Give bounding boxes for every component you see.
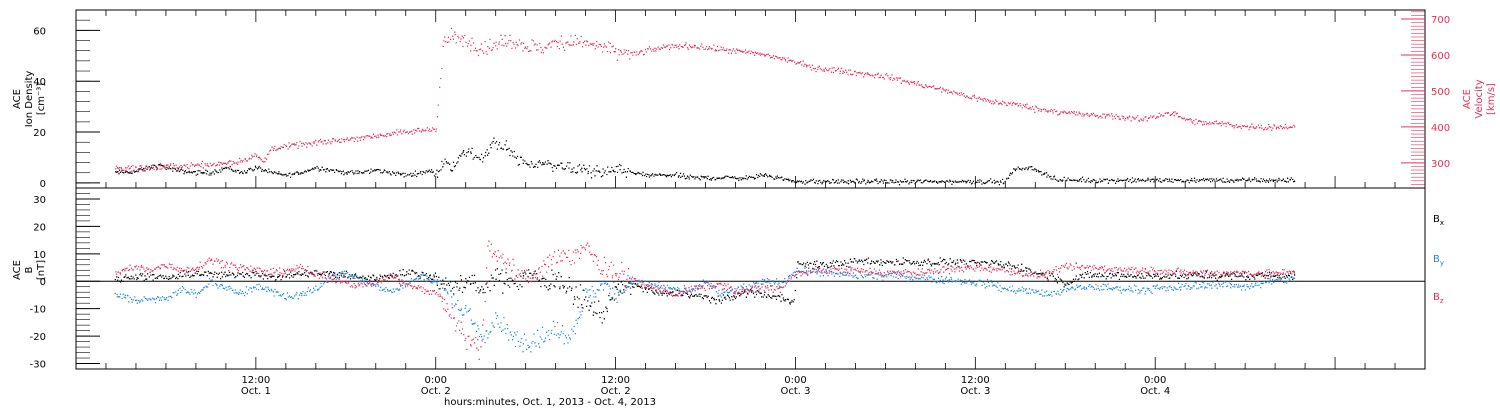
density-axis-title-line: [cm⁻³] [36, 83, 47, 115]
legend-sub: z [1440, 297, 1444, 305]
velocity-axis-title-line: ACE [1462, 89, 1473, 109]
b-tick-label: -30 [30, 360, 46, 371]
b-tick-label: -10 [30, 305, 46, 316]
right-tick-label: 600 [1431, 51, 1450, 62]
density-axis-title-line: Ion Density [24, 71, 35, 128]
b-axis-title-line: [nT] [36, 260, 47, 280]
left-tick-label: 0 [40, 179, 46, 190]
right-tick-label: 500 [1431, 87, 1450, 98]
x-tick-time: 0:00 [1144, 375, 1166, 386]
legend-y: By [1433, 254, 1444, 267]
top-panel-frame [75, 9, 1426, 189]
right-tick-label: 400 [1431, 123, 1450, 134]
x-tick-date: Oct. 2 [421, 386, 451, 397]
b-tick-label: 10 [33, 250, 46, 261]
velocity-axis-title: ACEVelocity[km/s] [1462, 79, 1497, 118]
x-tick-date: Oct. 2 [601, 386, 631, 397]
density-axis-title: ACEIon Density[cm⁻³] [12, 71, 47, 128]
b-axis-title-line: ACE [12, 260, 23, 280]
x-tick-date: Oct. 4 [1140, 386, 1170, 397]
b-tick-label: 30 [33, 195, 46, 206]
by-series [114, 266, 1296, 353]
density-axis-title-line: ACE [12, 89, 23, 109]
x-tick-time: 12:00 [961, 375, 990, 386]
x-tick-date: Oct. 3 [780, 386, 810, 397]
left-tick-label: 60 [33, 26, 46, 37]
velocity-series [115, 27, 1296, 172]
left-tick-label: 40 [33, 77, 46, 88]
b-tick-label: 20 [33, 222, 46, 233]
x-tick-date: Oct. 1 [241, 386, 271, 397]
x-tick-time: 0:00 [424, 375, 446, 386]
b-tick-label: -20 [30, 332, 46, 343]
x-axis-title: hours:minutes, Oct. 1, 2013 - Oct. 4, 20… [444, 397, 656, 408]
legend-sub: y [1440, 259, 1444, 267]
bz-series [115, 240, 1296, 360]
b-tick-label: 0 [40, 277, 46, 288]
velocity-axis-title-line: [km/s] [1486, 83, 1497, 115]
density-series [115, 137, 1296, 186]
legend-x: Bx [1433, 214, 1444, 227]
bottom-panel-frame [75, 187, 1426, 370]
b-axis-title-line: B [24, 266, 35, 273]
x-tick-time: 12:00 [601, 375, 630, 386]
left-tick-label: 20 [33, 128, 46, 139]
velocity-axis-title-line: Velocity [1474, 79, 1485, 118]
x-tick-time: 0:00 [784, 375, 806, 386]
legend-z: Bz [1433, 292, 1444, 305]
x-tick-time: 12:00 [241, 375, 270, 386]
legend-sub: x [1440, 219, 1444, 227]
right-tick-label: 700 [1431, 15, 1450, 26]
b-axis-title: ACEB[nT] [12, 260, 47, 280]
right-tick-label: 300 [1431, 159, 1450, 170]
x-tick-date: Oct. 3 [960, 386, 990, 397]
